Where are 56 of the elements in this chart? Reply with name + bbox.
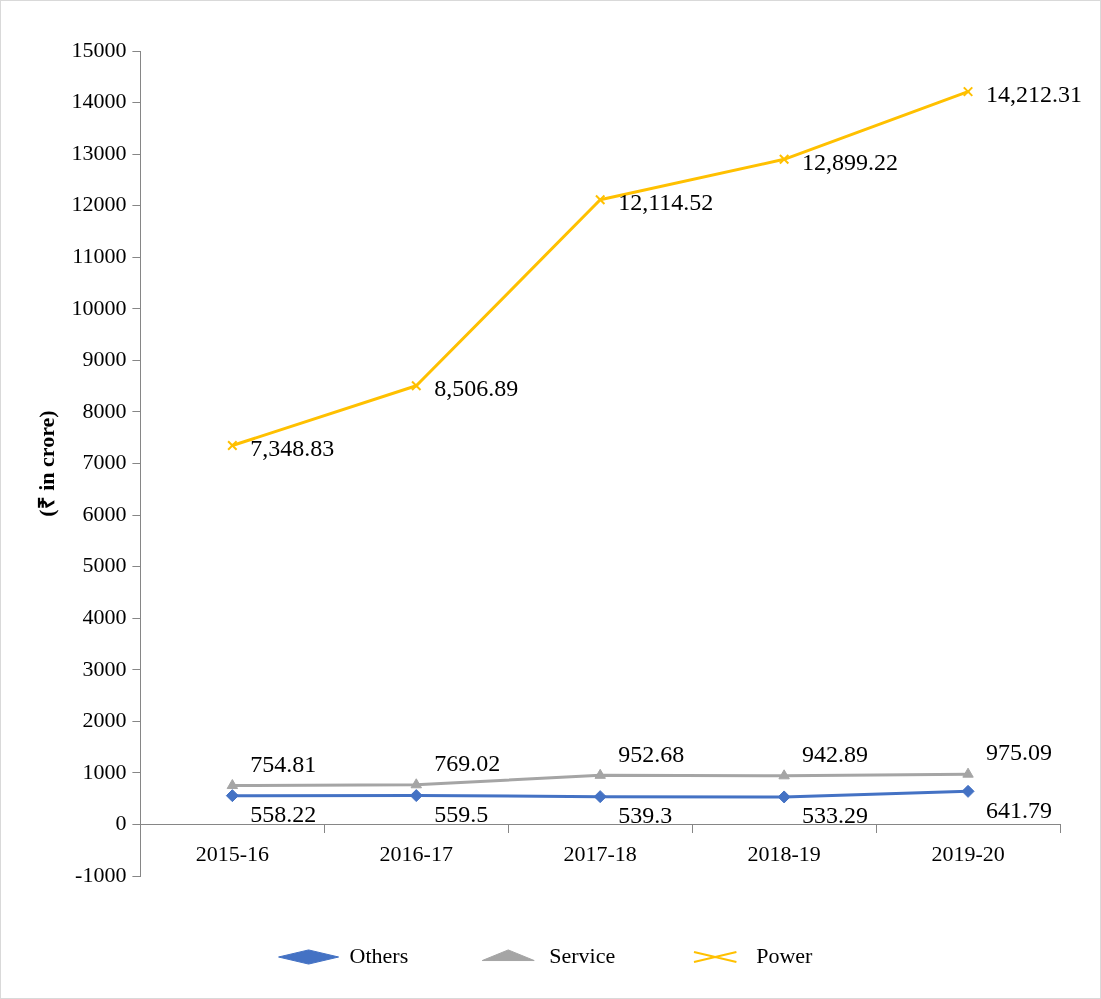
y-axis-title: (₹ in crore)	[33, 410, 59, 517]
y-tick-label: 7000	[82, 449, 127, 475]
data-label: 8,506.89	[434, 375, 519, 402]
legend-label: Service	[549, 942, 616, 968]
point	[962, 86, 974, 97]
data-label: 558.22	[250, 800, 317, 827]
data-label: 539.3	[618, 801, 673, 828]
y-tick-label: 9000	[82, 346, 127, 372]
data-label: 769.02	[434, 750, 501, 777]
x-tick-label: 2017-18	[563, 841, 637, 867]
x-tick-label: 2018-19	[747, 841, 821, 867]
point	[409, 789, 423, 803]
point	[962, 767, 974, 778]
point	[410, 778, 422, 789]
y-tick-label: 1000	[82, 758, 127, 784]
point	[226, 779, 239, 790]
legend-label: Power	[756, 942, 814, 968]
data-label: 641.79	[986, 796, 1053, 823]
data-label: 12,114.52	[618, 189, 714, 216]
y-tick-label: 6000	[82, 500, 127, 526]
point	[961, 784, 975, 798]
point	[411, 380, 422, 392]
data-label: 12,899.22	[802, 148, 899, 175]
point	[225, 789, 239, 803]
data-label: 952.68	[618, 740, 685, 767]
point	[777, 790, 791, 804]
x-tick-label: 2015-16	[195, 841, 270, 867]
point	[227, 440, 238, 451]
legend-label: Others	[349, 942, 409, 968]
y-tick-label: 14000	[71, 88, 127, 114]
y-tick-label: -1000	[75, 861, 127, 887]
y-tick-label: 5000	[82, 552, 127, 578]
y-tick-label: 11000	[72, 243, 127, 269]
y-tick-label: 2000	[82, 707, 127, 733]
x-tick-label: 2019-20	[931, 841, 1005, 867]
data-label: 559.5	[434, 800, 489, 827]
data-label: 7,348.83	[250, 434, 335, 461]
data-label: 754.81	[250, 750, 317, 777]
data-label: 533.29	[802, 802, 869, 829]
point	[594, 768, 606, 779]
y-tick-label: 8000	[82, 397, 127, 423]
y-tick-label: 3000	[82, 655, 127, 681]
y-tick-label: 15000	[71, 36, 127, 62]
point	[778, 769, 790, 780]
y-tick-label: 10000	[71, 294, 127, 320]
y-tick-label: 12000	[71, 191, 127, 217]
data-label: 942.89	[802, 741, 869, 768]
x-tick-label: 2016-17	[379, 841, 453, 867]
y-tick-label: 0	[115, 810, 127, 836]
point	[594, 194, 606, 206]
point	[778, 154, 790, 165]
y-tick-label: 13000	[71, 139, 127, 165]
y-tick-label: 4000	[82, 603, 127, 629]
data-label: 14,212.31	[986, 80, 1083, 107]
data-label: 975.09	[986, 739, 1053, 766]
point	[593, 790, 607, 804]
